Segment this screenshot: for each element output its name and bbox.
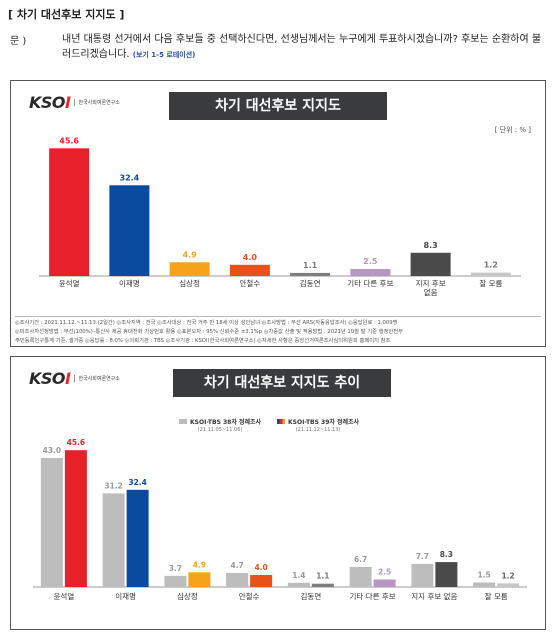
category-label-6: 지지 후보: [416, 279, 446, 288]
value-label-3: 4.0: [243, 253, 258, 262]
ksoi-logo: KSOI 한국사회여론연구소: [29, 93, 120, 112]
value-label-s0-7: 1.5: [477, 571, 490, 580]
logo-subtitle: 한국사회여론연구소: [74, 375, 120, 382]
bar-s0-6: [411, 563, 434, 587]
category-label-3: 안철수: [240, 278, 261, 288]
chart-title: 차기 대선후보 지지도 추이: [173, 369, 391, 397]
value-label-s1-6: 8.3: [440, 550, 453, 559]
survey-note-line: 주민등록인구통계 기준, 셀가중 ◎응답률 : 8.0% ◎의뢰기관 : TBS…: [15, 338, 391, 344]
value-label-s0-1: 31.2: [104, 481, 123, 490]
category-label-4: 김동연: [300, 278, 321, 288]
category-label-6: 없음: [424, 288, 438, 297]
legend-item-39: KSOI-TBS 39차 정례조사 (21.11.12~11.13): [277, 417, 359, 433]
bar-s0-1: [102, 493, 125, 587]
section-header: [ 차기 대선후보 지지도 ]: [8, 8, 125, 21]
value-label-1: 32.4: [120, 173, 140, 182]
bar-4: [290, 272, 331, 276]
value-label-s0-3: 4.7: [230, 561, 243, 570]
survey-notes: ◎조사기간 : 2021.11.12.~11.13.(2일간) ◎조사지역 : …: [15, 316, 541, 346]
value-label-s1-0: 45.6: [67, 438, 86, 447]
ksoi-logo: KSOI 한국사회여론연구소: [29, 369, 120, 388]
survey-note-line: ◎피조사자선정방법 : 무선(100%)–통신사 제공 휴대전화 가상번호 활용…: [15, 329, 404, 335]
chart-title: 차기 대선후보 지지도: [169, 92, 387, 120]
legend-label: KSOI-TBS 38차 정례조사: [190, 419, 262, 426]
bar-s0-7: [473, 582, 496, 587]
bar-s0-4: [287, 582, 310, 587]
chart-panel-trend: KSOI 한국사회여론연구소 차기 대선후보 지지도 추이 KSOI-TBS 3…: [10, 356, 546, 630]
value-label-2: 4.9: [183, 250, 198, 259]
category-label-3: 안철수: [239, 591, 260, 601]
bar-6: [410, 252, 451, 276]
value-label-s1-2: 4.9: [193, 560, 206, 569]
bar-1: [109, 185, 150, 276]
category-label-0: 윤석열: [54, 591, 75, 601]
category-label-2: 심상정: [177, 591, 198, 601]
value-label-s1-1: 32.4: [128, 478, 147, 487]
bar-7: [470, 272, 511, 276]
bar-s0-5: [349, 566, 372, 587]
value-label-s1-4: 1.1: [316, 572, 329, 581]
value-label-4: 1.1: [303, 261, 318, 270]
category-label-5: 기타 다른 후보: [350, 592, 396, 601]
bar-s1-4: [311, 583, 334, 587]
bar-s1-1: [126, 489, 149, 587]
bar-2: [169, 262, 210, 276]
bar-s1-6: [435, 562, 458, 587]
legend-swatch: [277, 419, 286, 424]
category-label-7: 잘 모름: [485, 592, 508, 601]
value-label-s0-0: 43.0: [43, 446, 62, 455]
bar-s0-3: [226, 572, 249, 587]
category-label-6: 지지 후보 없음: [411, 592, 457, 601]
legend-swatch: [179, 419, 187, 424]
question-body: 내년 대통령 선거에서 다음 후보들 중 선택하신다면, 선생님께서는 누구에게…: [62, 34, 542, 60]
category-label-1: 이재명: [115, 591, 136, 601]
value-label-s1-7: 1.2: [501, 571, 514, 580]
logo-mark: KSOI: [29, 369, 71, 388]
legend-item-38: KSOI-TBS 38차 정례조사 (21.11.05~11.06): [179, 417, 261, 433]
question-label: 문 ): [10, 36, 27, 47]
logo-mark: KSOI: [29, 93, 71, 112]
bar-s0-2: [164, 575, 187, 587]
legend-period: (21.11.12~11.13): [295, 427, 341, 433]
value-label-s1-3: 4.0: [254, 563, 267, 572]
value-label-5: 2.5: [363, 257, 378, 266]
legend-period: (21.11.05~11.06): [197, 427, 243, 433]
value-label-s1-5: 2.5: [378, 568, 391, 577]
category-label-1: 이재명: [119, 278, 140, 288]
chart-panel-support: KSOI 한국사회여론연구소 차기 대선후보 지지도 [ 단위 : % ] 45…: [10, 80, 546, 347]
value-label-7: 1.2: [484, 261, 498, 270]
bar-s1-0: [64, 450, 87, 587]
category-label-0: 윤석열: [59, 278, 80, 288]
bar-s1-3: [250, 575, 273, 587]
bar-s0-0: [40, 458, 63, 587]
value-label-s0-4: 1.4: [292, 571, 305, 580]
bar-s1-5: [373, 579, 396, 587]
category-label-7: 잘 모름: [479, 279, 502, 288]
trend-bar-chart: 43.0 45.6 윤석열 31.2 32.4 이재명 3.7 4.9 심상정 4.7 4.0 안철수…: [33, 438, 527, 601]
question-text: 내년 대통령 선거에서 다음 후보들 중 선택하신다면, 선생님께서는 누구에게…: [62, 32, 547, 63]
value-label-s0-6: 7.7: [416, 552, 429, 561]
question-note: (보기 1-5 로테이션): [132, 51, 196, 59]
bar-s1-7: [497, 583, 520, 587]
value-label-0: 45.6: [59, 136, 79, 145]
value-label-s0-2: 3.7: [169, 564, 182, 573]
bar-0: [49, 148, 90, 276]
logo-subtitle: 한국사회여론연구소: [74, 99, 120, 106]
survey-note-line: ◎조사기간 : 2021.11.12.~11.13.(2일간) ◎조사지역 : …: [15, 320, 398, 326]
value-label-6: 8.3: [424, 241, 438, 250]
bar-s1-2: [188, 572, 211, 587]
unit-label: [ 단위 : % ]: [494, 126, 531, 134]
category-label-4: 김동연: [301, 591, 322, 601]
legend-label: KSOI-TBS 39차 정례조사: [288, 419, 360, 426]
value-label-s0-5: 6.7: [354, 555, 367, 564]
chart-legend: KSOI-TBS 38차 정례조사 (21.11.05~11.06) KSOI-…: [179, 417, 359, 433]
bar-3: [229, 264, 270, 276]
category-label-2: 심상정: [179, 278, 200, 288]
category-label-5: 기타 다른 후보: [347, 279, 393, 288]
support-bar-chart: 45.6 윤석열 32.4 이재명 4.9 심상정 4.0 안철수 1.1 김동연 2.5 기타 다른…: [39, 136, 521, 297]
bar-5: [350, 269, 391, 276]
